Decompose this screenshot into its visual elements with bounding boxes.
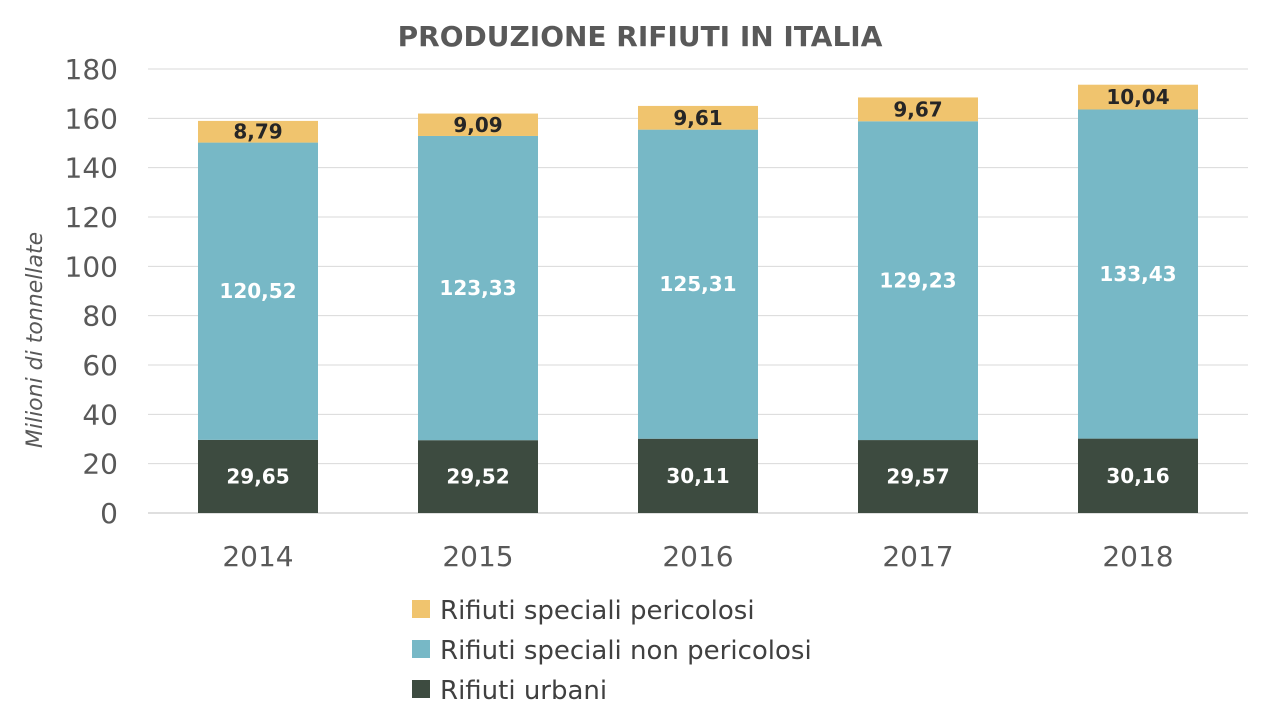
y-tick-label: 140	[65, 152, 118, 185]
bar-segment	[198, 120, 318, 143]
x-tick-label: 2017	[882, 540, 953, 573]
x-tick-label: 2015	[442, 540, 513, 573]
legend-swatch	[412, 640, 430, 658]
y-tick-label: 60	[82, 349, 118, 382]
y-axis-label: Milioni di tonnellate	[23, 232, 48, 448]
bar-segment	[1078, 84, 1198, 110]
x-tick-label: 2016	[662, 540, 733, 573]
legend-swatch	[412, 680, 430, 698]
y-tick-label: 120	[65, 201, 118, 234]
y-tick-label: 160	[65, 102, 118, 135]
data-label: 9,09	[453, 113, 502, 137]
data-label: 8,79	[233, 120, 282, 144]
chart-title: PRODUZIONE RIFIUTI IN ITALIA	[398, 20, 883, 53]
data-label: 125,31	[659, 272, 736, 296]
data-label: 10,04	[1106, 85, 1169, 109]
x-tick-label: 2018	[1102, 540, 1173, 573]
bar-segment	[858, 97, 978, 122]
y-tick-label: 0	[100, 497, 118, 530]
legend-label: Rifiuti urbani	[440, 676, 607, 706]
data-label: 129,23	[879, 269, 956, 293]
bar-segment	[638, 129, 758, 439]
bar-segment	[418, 135, 538, 441]
y-tick-label: 20	[82, 448, 118, 481]
data-label: 29,57	[886, 465, 949, 489]
bars: 29,65 120,52 8,79 29,52 123,33 9,09 30,11 125,3…	[198, 84, 1198, 513]
y-tick-label: 40	[82, 398, 118, 431]
y-axis-ticks: 0 20 40 60 80 100 120 140 160 180	[65, 53, 118, 530]
legend: Rifiuti speciali pericolosi Rifiuti speci…	[412, 596, 812, 706]
legend-label: Rifiuti speciali pericolosi	[440, 596, 755, 626]
bar-segment	[858, 121, 978, 441]
bar-segment	[638, 438, 758, 513]
bar-segment	[418, 113, 538, 136]
data-label: 9,61	[673, 106, 722, 130]
bar-segment	[198, 142, 318, 440]
bar-segment	[1078, 109, 1198, 439]
bar-segment	[1078, 438, 1198, 513]
data-label: 30,11	[666, 464, 729, 488]
bar-segment	[858, 440, 978, 513]
data-label: 120,52	[219, 279, 296, 303]
data-label: 30,16	[1106, 464, 1169, 488]
data-label: 9,67	[893, 97, 942, 121]
y-tick-label: 100	[65, 250, 118, 283]
bar-segment	[198, 439, 318, 513]
x-tick-label: 2014	[222, 540, 293, 573]
data-label: 123,33	[439, 276, 516, 300]
legend-swatch	[412, 600, 430, 618]
data-label: 133,43	[1099, 262, 1176, 286]
x-axis-ticks: 2014 2015 2016 2017 2018	[222, 540, 1173, 573]
y-tick-label: 180	[65, 53, 118, 86]
bar-segment	[638, 105, 758, 130]
bar-segment	[418, 440, 538, 513]
legend-label: Rifiuti speciali non pericolosi	[440, 636, 812, 666]
y-tick-label: 80	[82, 300, 118, 333]
data-label: 29,65	[226, 464, 289, 488]
data-label: 29,52	[446, 465, 509, 489]
